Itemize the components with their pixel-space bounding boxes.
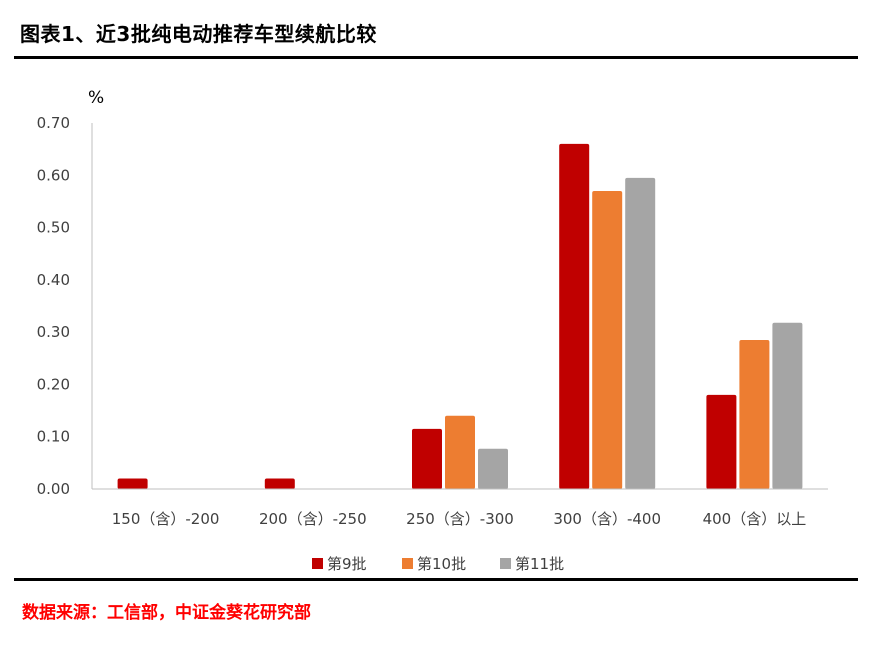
y-tick-label: 0.00 <box>37 480 70 498</box>
bar <box>478 448 508 489</box>
legend: 第9批 第10批 第11批 <box>312 555 564 573</box>
bar <box>772 322 803 489</box>
legend-label: 第9批 <box>327 555 367 573</box>
y-tick-label: 0.30 <box>37 323 70 341</box>
legend-swatch <box>312 558 323 569</box>
x-tick-label: 400（含）以上 <box>703 510 807 528</box>
y-tick-label: 0.50 <box>37 219 70 237</box>
bar <box>559 143 590 489</box>
bar-chart: 0.00 0.10 0.20 0.30 0.40 0.50 0.60 0.70% 150（含）… <box>37 88 828 573</box>
bottom-divider <box>14 578 858 581</box>
x-tick-label: 150（含）-200 <box>112 510 220 528</box>
chart-title: 图表1、近3批纯电动推荐车型续航比较 <box>20 22 377 46</box>
bar <box>592 190 623 489</box>
y-tick-label: 0.60 <box>37 166 70 184</box>
bar <box>445 415 475 489</box>
bar <box>625 177 656 489</box>
x-tick-label: 200（含）-250 <box>259 510 367 528</box>
bar <box>264 478 295 489</box>
top-divider <box>14 56 858 59</box>
y-tick-label: 0.10 <box>37 428 70 446</box>
bars <box>117 143 803 489</box>
y-axis: 0.00 0.10 0.20 0.30 0.40 0.50 0.60 0.70% <box>37 88 105 498</box>
bar <box>412 428 442 489</box>
y-tick-label: 0.40 <box>37 271 70 289</box>
legend-label: 第11批 <box>515 555 564 573</box>
data-source-note: 数据来源：工信部，中证金葵花研究部 <box>22 603 311 623</box>
bar <box>117 478 148 489</box>
y-tick-label: 0.20 <box>37 375 70 393</box>
x-tick-label: 300（含）-400 <box>553 510 661 528</box>
y-axis-unit: % <box>88 88 104 108</box>
legend-swatch <box>402 558 413 569</box>
x-axis: 150（含）-200 200（含）-250 250（含）-300 300（含）-400… <box>92 488 828 528</box>
legend-swatch <box>500 558 511 569</box>
x-tick-label: 250（含）-300 <box>406 510 514 528</box>
legend-label: 第10批 <box>417 555 466 573</box>
bar <box>739 339 770 489</box>
bar <box>706 394 737 489</box>
y-tick-label: 0.70 <box>37 114 70 132</box>
